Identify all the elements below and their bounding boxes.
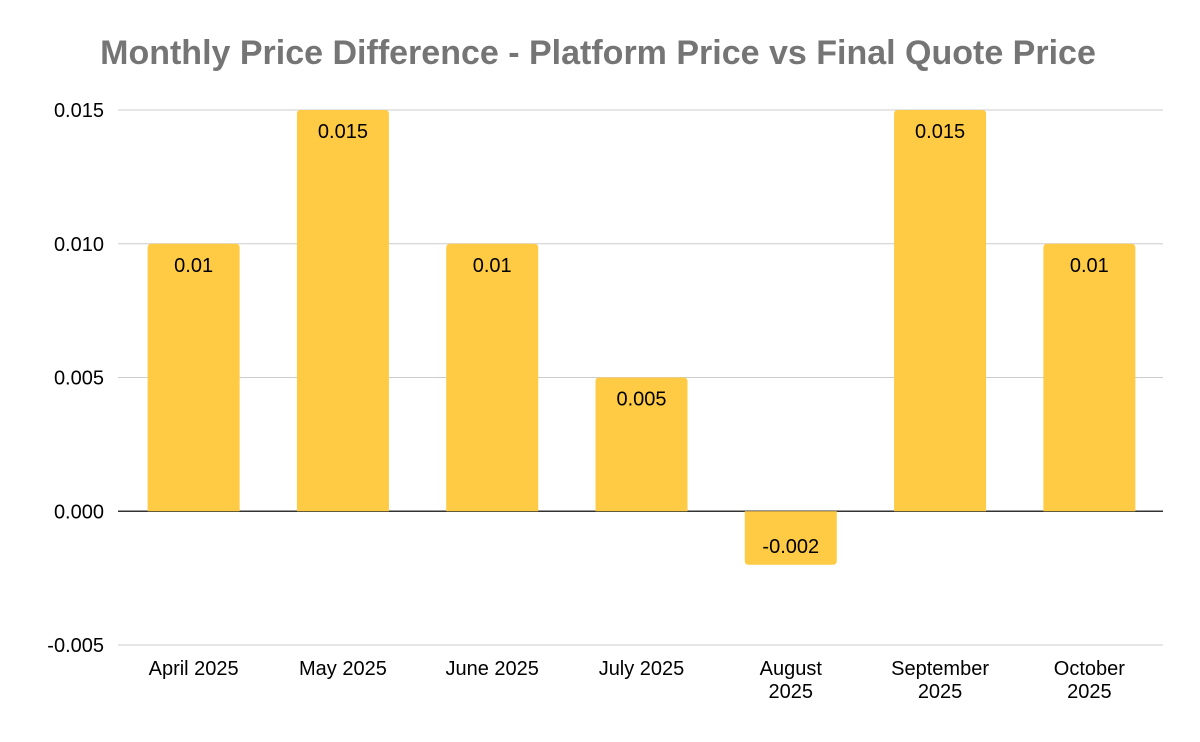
- y-tick-label: 0.000: [54, 501, 104, 523]
- x-tick-label: August: [760, 658, 823, 680]
- data-label: 0.005: [616, 389, 666, 411]
- bar: [595, 377, 688, 512]
- x-tick-label: 2025: [769, 681, 814, 703]
- data-label: 0.01: [1070, 255, 1109, 277]
- x-tick-label: April 2025: [149, 658, 239, 680]
- data-label: 0.015: [318, 121, 368, 143]
- y-tick-label: -0.005: [47, 635, 104, 657]
- x-tick-label: June 2025: [446, 658, 539, 680]
- data-label: 0.015: [915, 121, 965, 143]
- bar: [147, 243, 240, 512]
- x-tick-label: July 2025: [599, 658, 685, 680]
- y-tick-label: 0.005: [54, 368, 104, 390]
- data-label: -0.002: [762, 536, 819, 558]
- data-label: 0.01: [174, 255, 213, 277]
- bar: [296, 110, 389, 512]
- y-tick-label: 0.010: [54, 234, 104, 256]
- bar: [744, 511, 837, 565]
- chart-title: Monthly Price Difference - Platform Pric…: [100, 34, 1096, 72]
- x-tick-label: October: [1054, 658, 1125, 680]
- x-tick-label: September: [891, 658, 989, 680]
- x-tick-label: May 2025: [299, 658, 387, 680]
- x-tick-label: 2025: [918, 681, 963, 703]
- x-tick-label: 2025: [1067, 681, 1112, 703]
- bar: [894, 110, 987, 512]
- bar: [446, 243, 539, 512]
- bar: [1043, 243, 1136, 512]
- data-label: 0.01: [473, 255, 512, 277]
- y-tick-label: 0.015: [54, 100, 104, 122]
